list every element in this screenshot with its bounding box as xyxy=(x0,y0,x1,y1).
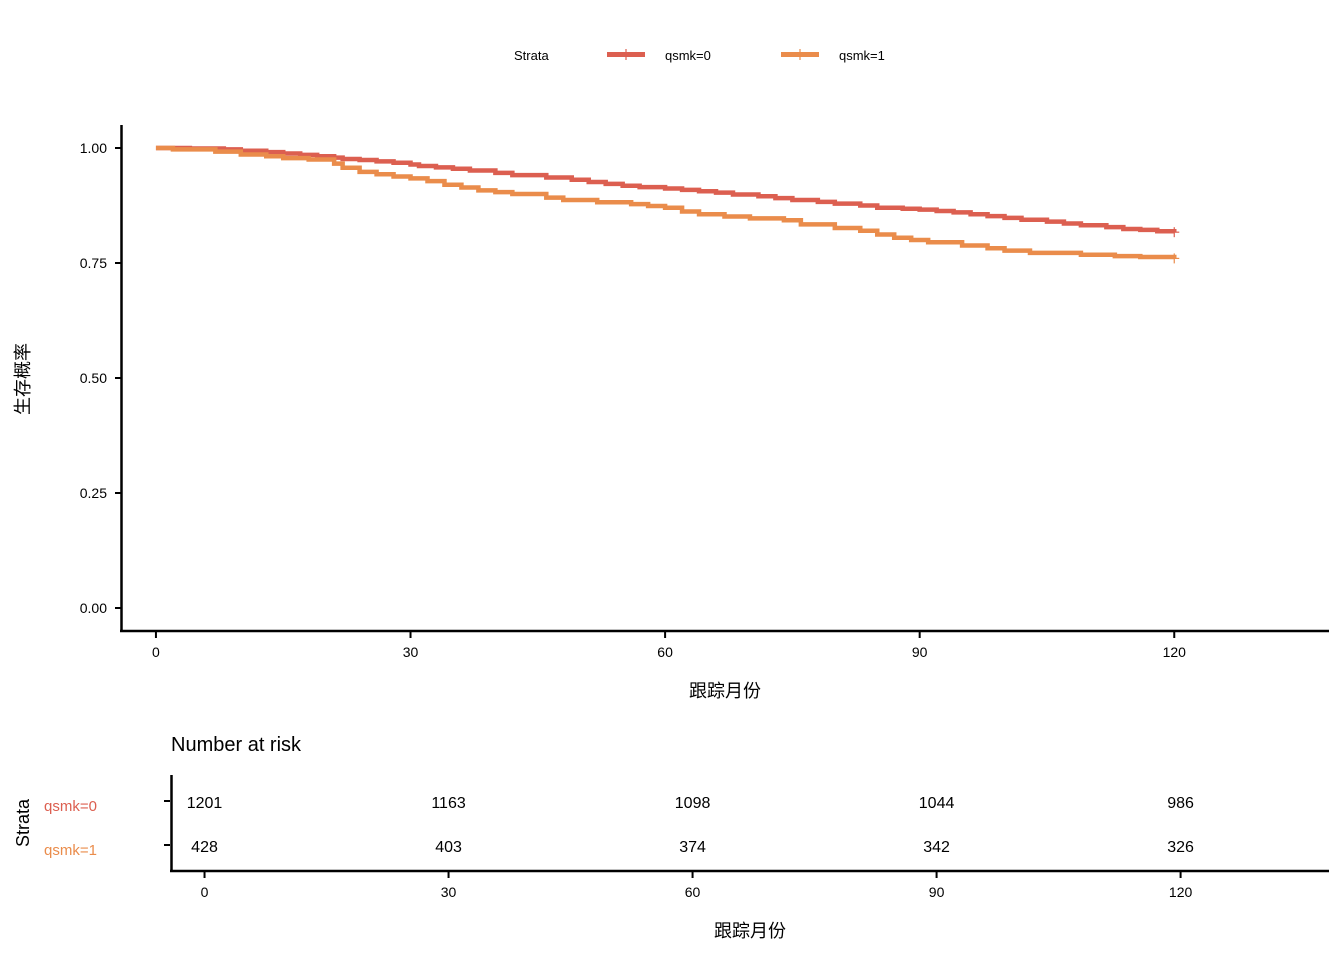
risk-x-tick-label: 90 xyxy=(929,884,945,900)
risk-value: 326 xyxy=(1167,839,1194,856)
legend: Strata qsmk=0 qsmk=1 xyxy=(514,48,885,63)
risk-value: 342 xyxy=(923,839,950,856)
y-ticks: 0.00 0.25 0.50 0.75 1.00 xyxy=(80,140,121,616)
risk-table: Number at risk qsmk=0 1201 1163 1098 1044 986… xyxy=(13,734,1329,941)
x-ticks: 0 30 60 90 120 xyxy=(152,632,1186,660)
x-tick-label: 60 xyxy=(657,644,673,660)
legend-entry-1: qsmk=1 xyxy=(781,48,885,63)
legend-entry-0: qsmk=0 xyxy=(607,48,711,63)
y-tick-label: 0.25 xyxy=(80,485,107,501)
y-tick-label: 0.50 xyxy=(80,370,107,386)
risk-value: 1098 xyxy=(675,795,711,812)
y-tick-label: 0.75 xyxy=(80,255,107,271)
risk-x-tick-label: 30 xyxy=(441,884,457,900)
x-tick-label: 0 xyxy=(152,644,160,660)
y-tick-label: 0.00 xyxy=(80,600,107,616)
risk-value: 428 xyxy=(191,839,218,856)
survival-curve-1 xyxy=(155,145,1177,260)
x-tick-label: 30 xyxy=(403,644,419,660)
risk-x-tick-label: 60 xyxy=(685,884,701,900)
risk-table-title: Number at risk xyxy=(171,734,302,756)
x-tick-label: 120 xyxy=(1163,644,1187,660)
risk-value: 1044 xyxy=(919,795,955,812)
y-axis-label: 生存概率 xyxy=(13,343,33,415)
x-axis-label: 跟踪月份 xyxy=(689,681,761,701)
risk-value: 403 xyxy=(435,839,462,856)
legend-title: Strata xyxy=(514,48,549,63)
plot-area: 0.00 0.25 0.50 0.75 1.00 0 30 60 90 120 生存概率 跟踪月… xyxy=(13,125,1329,701)
risk-row-label: qsmk=1 xyxy=(44,842,97,859)
risk-y-axis-label: Strata xyxy=(13,798,33,847)
risk-value: 374 xyxy=(679,839,706,856)
legend-label-0: qsmk=0 xyxy=(665,48,711,63)
risk-value: 986 xyxy=(1167,795,1194,812)
survival-curves xyxy=(155,145,1180,264)
risk-x-tick-label: 0 xyxy=(201,884,209,900)
y-tick-label: 1.00 xyxy=(80,140,107,156)
risk-rows: qsmk=0 1201 1163 1098 1044 986 qsmk=1 428 403 374… xyxy=(44,795,1194,859)
risk-row-label: qsmk=0 xyxy=(44,798,97,815)
risk-value: 1163 xyxy=(431,795,466,812)
survival-curve-0 xyxy=(155,145,1177,234)
risk-x-tick-label: 120 xyxy=(1169,884,1193,900)
legend-label-1: qsmk=1 xyxy=(839,48,885,63)
x-tick-label: 90 xyxy=(912,644,928,660)
risk-value: 1201 xyxy=(187,795,223,812)
risk-x-axis-label: 跟踪月份 xyxy=(714,921,786,941)
risk-x-ticks: 0 30 60 90 120 xyxy=(201,872,1193,900)
